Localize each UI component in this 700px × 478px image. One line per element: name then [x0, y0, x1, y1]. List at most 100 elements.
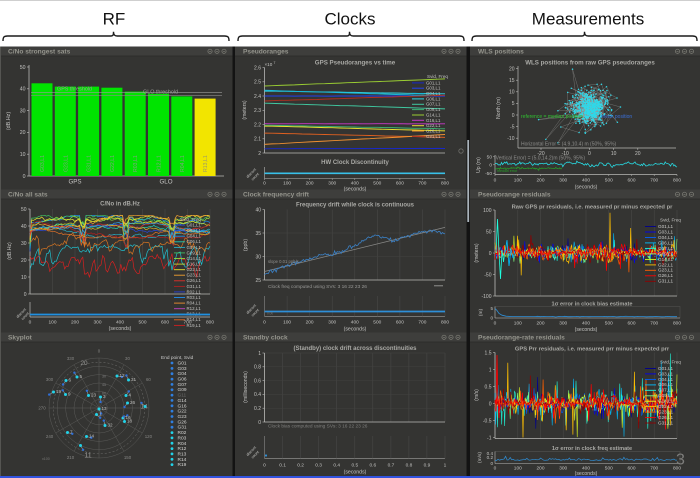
- svg-text:100: 100: [514, 321, 522, 327]
- svg-text:R04,L1: R04,L1: [187, 301, 202, 306]
- svg-text:RF: RF: [103, 10, 126, 29]
- svg-text:0.8: 0.8: [406, 463, 413, 469]
- svg-text:60: 60: [102, 391, 106, 395]
- svg-text:G16,L1: G16,L1: [187, 262, 202, 267]
- svg-text:GLO threshold: GLO threshold: [143, 90, 178, 96]
- svg-text:270: 270: [38, 406, 46, 411]
- svg-text:(m): (m): [478, 309, 484, 317]
- svg-text:10: 10: [509, 90, 515, 96]
- svg-text:14: 14: [89, 434, 95, 439]
- svg-text:40: 40: [255, 207, 261, 213]
- svg-text:600: 600: [627, 466, 635, 472]
- svg-text:1: 1: [444, 463, 447, 469]
- svg-text:x100: x100: [42, 457, 50, 461]
- svg-text:mean position: mean position: [601, 114, 632, 120]
- svg-text:GPS Prr residuals, i.e. measur: GPS Prr residuals, i.e. measured prr min…: [515, 347, 670, 353]
- svg-text:R04: R04: [178, 441, 187, 447]
- svg-text:(meters): (meters): [474, 243, 480, 263]
- svg-text:WLS positions from raw GPS pse: WLS positions from raw GPS pseudoranges: [525, 60, 655, 67]
- svg-text:5: 5: [490, 306, 493, 311]
- svg-text:100: 100: [514, 466, 522, 472]
- svg-text:Raw GPS pr residuals, i.e. mea: Raw GPS pr residuals, i.e. measured pr m…: [512, 205, 674, 211]
- svg-text:G14: G14: [178, 398, 187, 404]
- svg-text:200: 200: [536, 178, 544, 184]
- svg-text:0: 0: [489, 401, 492, 407]
- svg-text:Pseudorange residuals: Pseudorange residuals: [478, 192, 551, 199]
- svg-text:2.1: 2.1: [254, 137, 261, 143]
- svg-text:1σ error in clock bias estimat: 1σ error in clock bias estimate: [552, 302, 633, 308]
- svg-text:400: 400: [582, 321, 590, 327]
- svg-text:120: 120: [145, 434, 153, 439]
- svg-text:2.6: 2.6: [254, 65, 261, 71]
- svg-text:0.6: 0.6: [254, 378, 261, 384]
- svg-text:G22,L1: G22,L1: [658, 404, 674, 409]
- svg-text:G16: G16: [178, 403, 187, 409]
- svg-text:0: 0: [494, 321, 497, 327]
- svg-text:Measurements: Measurements: [532, 10, 644, 29]
- svg-text:C/No in dB.Hz: C/No in dB.Hz: [100, 202, 140, 208]
- svg-text:500: 500: [373, 181, 381, 187]
- svg-text:G26: G26: [178, 419, 187, 425]
- svg-text:(milliseconds): (milliseconds): [243, 371, 249, 403]
- svg-text:G06,L1: G06,L1: [426, 96, 441, 101]
- svg-text:0.5: 0.5: [485, 384, 492, 390]
- svg-text:20: 20: [20, 130, 26, 136]
- svg-text:R19,L1: R19,L1: [187, 323, 202, 328]
- svg-text:G22,L1: G22,L1: [187, 267, 202, 272]
- svg-text:0.2: 0.2: [487, 455, 494, 460]
- svg-text:1: 1: [99, 412, 102, 417]
- svg-text:G03,L1: G03,L1: [426, 86, 441, 91]
- svg-text:300: 300: [328, 320, 336, 326]
- svg-text:G06: G06: [178, 377, 187, 383]
- svg-text:700: 700: [650, 466, 658, 472]
- svg-text:50: 50: [20, 65, 26, 71]
- svg-text:×10: ×10: [265, 62, 273, 67]
- svg-text:C/No strongest sats: C/No strongest sats: [8, 49, 71, 56]
- svg-text:G26,L1: G26,L1: [658, 415, 674, 420]
- svg-text:400: 400: [116, 320, 124, 326]
- svg-text:Skyplot: Skyplot: [8, 335, 33, 342]
- svg-text:count: count: [21, 311, 31, 321]
- svg-text:GPS threshold: GPS threshold: [57, 86, 92, 92]
- svg-text:Horizontal Error = (4.9,10.4): Horizontal Error = (4.9,10.4) m (50%, 95…: [521, 142, 617, 148]
- svg-text:-10: -10: [507, 136, 514, 142]
- svg-text:G07,L1: G07,L1: [426, 102, 441, 107]
- svg-text:600: 600: [396, 320, 404, 326]
- svg-text:G23,L1: G23,L1: [187, 273, 202, 278]
- svg-text:5: 5: [512, 101, 515, 107]
- svg-text:Svid, Freq: Svid, Freq: [660, 360, 681, 365]
- svg-text:G26,L1: G26,L1: [658, 273, 674, 278]
- svg-text:-50: -50: [485, 171, 492, 177]
- svg-text:400: 400: [582, 466, 590, 472]
- svg-text:0.3: 0.3: [315, 463, 322, 469]
- svg-text:G03,L1: G03,L1: [40, 155, 46, 172]
- svg-text:R02: R02: [178, 430, 187, 436]
- svg-text:G22,L1: G22,L1: [426, 123, 441, 128]
- svg-text:R02,L1: R02,L1: [187, 289, 202, 294]
- svg-text:30: 30: [125, 356, 130, 361]
- svg-text:0: 0: [494, 178, 497, 184]
- svg-text:G22: G22: [178, 409, 187, 415]
- svg-text:HW Clock Discontinuity: HW Clock Discontinuity: [321, 160, 389, 166]
- svg-text:0.2: 0.2: [254, 406, 261, 412]
- svg-text:G04,L1: G04,L1: [658, 235, 674, 240]
- svg-text:500: 500: [605, 466, 613, 472]
- svg-text:0.6: 0.6: [369, 463, 376, 469]
- svg-text:100: 100: [483, 208, 492, 214]
- svg-text:G31,L1: G31,L1: [658, 279, 674, 284]
- svg-text:700: 700: [183, 320, 191, 326]
- svg-text:G01,L1: G01,L1: [658, 366, 674, 371]
- svg-text:G09,L1: G09,L1: [426, 107, 441, 112]
- svg-text:700: 700: [418, 320, 426, 326]
- svg-text:45: 45: [102, 383, 106, 387]
- svg-text:300: 300: [559, 466, 567, 472]
- svg-text:Clock bias computed using SVs:: Clock bias computed using SVs: 3 16 22 2…: [268, 424, 368, 430]
- svg-text:1: 1: [489, 367, 492, 373]
- svg-text:200: 200: [71, 320, 79, 326]
- svg-text:0.9: 0.9: [424, 463, 431, 469]
- svg-text:50: 50: [487, 154, 493, 160]
- svg-text:G23: G23: [178, 414, 187, 420]
- svg-text:800: 800: [441, 181, 449, 187]
- svg-text:100: 100: [283, 320, 291, 326]
- svg-text:R12: R12: [178, 446, 187, 452]
